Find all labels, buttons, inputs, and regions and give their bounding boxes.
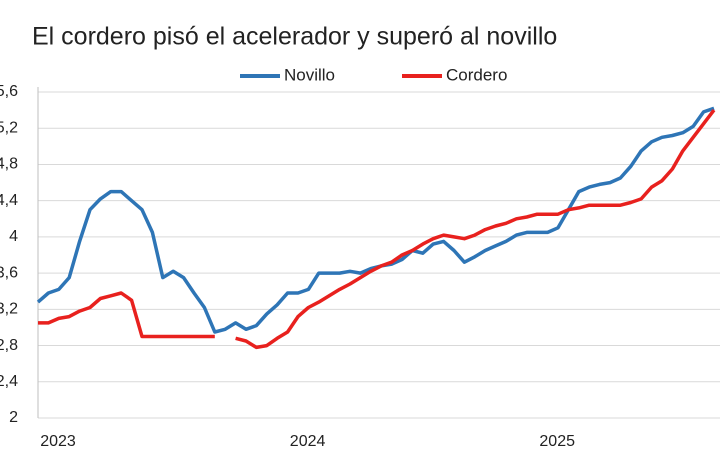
y-tick-label: 5,2 <box>0 119 18 136</box>
x-tick-label: 2023 <box>40 433 76 450</box>
legend-label: Novillo <box>284 65 335 84</box>
series-line <box>38 109 716 350</box>
y-tick-label: 2,8 <box>0 337 18 354</box>
legend-label: Cordero <box>446 65 507 84</box>
y-tick-label: 3,2 <box>0 301 18 318</box>
chart-title: El cordero pisó el acelerador y superó a… <box>32 23 557 51</box>
y-tick-label: 5,6 <box>0 83 18 100</box>
x-tick-label: 2025 <box>539 433 575 450</box>
x-tick-label: 2024 <box>290 433 326 450</box>
y-tick-label: 4 <box>9 228 18 245</box>
series-line <box>36 106 715 334</box>
y-tick-label: 2 <box>9 409 18 426</box>
y-tick-label: 3,6 <box>0 264 18 281</box>
y-tick-label: 4,8 <box>0 156 18 173</box>
y-tick-label: 4,4 <box>0 192 18 209</box>
y-tick-label: 2,4 <box>0 373 18 390</box>
